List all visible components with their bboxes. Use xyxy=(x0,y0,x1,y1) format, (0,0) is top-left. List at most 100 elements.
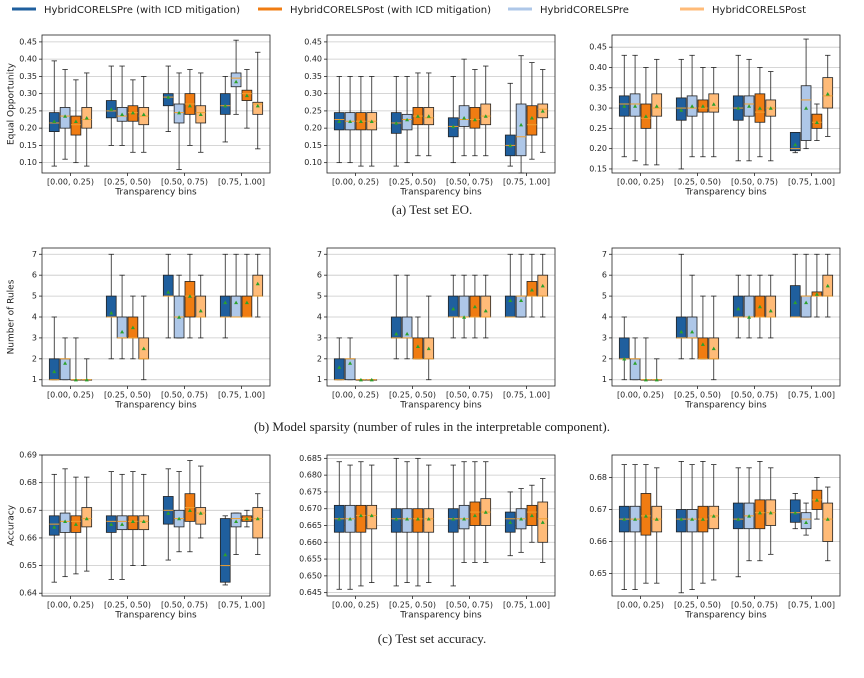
axes-frame xyxy=(326,454,556,597)
mean-marker xyxy=(223,103,228,108)
box xyxy=(526,105,538,136)
x-tick-label: [0.75, 1.00] xyxy=(788,391,835,400)
mean-marker xyxy=(109,107,114,111)
mean-marker xyxy=(462,116,467,120)
mean-marker xyxy=(679,108,684,112)
mean-marker xyxy=(63,519,68,524)
mean-marker xyxy=(234,519,239,524)
mean-marker xyxy=(120,112,125,117)
y-tick-label: 0.30 xyxy=(589,104,607,113)
box xyxy=(743,295,755,318)
y-axis-label: Number of Rules xyxy=(7,279,17,354)
y-tick-label: 0.20 xyxy=(19,124,37,133)
box xyxy=(230,295,242,318)
y-axis-label: Accuracy xyxy=(7,504,17,546)
mean-marker xyxy=(472,304,477,309)
x-tick-label: [0.25, 0.50) xyxy=(389,391,436,400)
mean-marker xyxy=(223,300,228,305)
mean-marker xyxy=(348,119,353,123)
y-tick-label: 0.66 xyxy=(19,533,37,542)
x-axis-label: Transparency bins xyxy=(114,188,197,198)
mean-marker xyxy=(109,311,114,315)
box xyxy=(48,358,60,381)
box xyxy=(219,295,231,318)
y-tick-label: 4 xyxy=(317,313,322,322)
y-tick-label: 0.69 xyxy=(19,451,37,460)
box xyxy=(219,518,231,583)
mean-marker xyxy=(187,294,192,298)
mean-marker xyxy=(519,516,524,521)
mean-marker xyxy=(426,346,431,351)
box xyxy=(412,337,424,360)
mean-marker xyxy=(130,519,135,524)
mean-marker xyxy=(141,346,146,351)
y-tick-label: 0.35 xyxy=(304,72,322,81)
x-axis-label: Transparency bins xyxy=(399,188,482,198)
mean-marker xyxy=(462,315,467,319)
mean-marker xyxy=(736,106,741,110)
mean-marker xyxy=(120,329,125,334)
box xyxy=(732,295,744,318)
box xyxy=(686,316,698,339)
y-tick-label: 7 xyxy=(602,250,607,259)
x-axis-label: Transparency bins xyxy=(684,188,767,198)
legend-label: HybridCORELSPost (with ICD mitigation) xyxy=(290,5,491,16)
box xyxy=(241,295,253,318)
y-tick-label: 3 xyxy=(317,333,322,342)
mean-marker xyxy=(529,288,534,292)
axes-frame xyxy=(611,454,841,597)
mean-marker xyxy=(793,142,798,147)
mean-marker xyxy=(690,517,695,521)
x-tick-label: [0.50, 0.75) xyxy=(731,391,778,400)
mean-marker xyxy=(472,117,477,122)
y-tick-label: 0.30 xyxy=(304,89,322,98)
x-tick-label: [0.50, 0.75) xyxy=(731,178,778,187)
mean-marker xyxy=(711,514,716,518)
y-tick-label: 1 xyxy=(317,375,322,384)
y-tick-label: 0.40 xyxy=(589,63,607,72)
box xyxy=(789,132,801,152)
box xyxy=(195,295,207,318)
y-tick-label: 6 xyxy=(602,271,607,280)
box xyxy=(675,316,687,339)
x-tick-label: [0.25, 0.50) xyxy=(104,601,151,610)
mean-marker xyxy=(804,300,809,305)
y-tick-label: 0.685 xyxy=(299,454,322,463)
mean-marker xyxy=(358,513,363,518)
mean-marker xyxy=(234,300,239,305)
mean-marker xyxy=(73,119,78,123)
mean-marker xyxy=(166,95,171,99)
mean-marker xyxy=(394,121,399,125)
mean-marker xyxy=(451,124,456,129)
mean-marker xyxy=(622,357,627,361)
x-tick-label: [0.25, 0.50) xyxy=(674,601,721,610)
y-tick-label: 2 xyxy=(317,354,322,363)
mean-marker xyxy=(768,308,773,313)
y-tick-label: 0.40 xyxy=(19,55,37,64)
mean-marker xyxy=(793,300,798,305)
x-axis-label: Transparency bins xyxy=(399,611,482,621)
mean-marker xyxy=(130,110,135,115)
y-tick-label: 0.67 xyxy=(19,506,37,515)
axes-frame xyxy=(41,454,271,597)
legend-label: HybridCORELSPre xyxy=(540,5,629,16)
mean-marker xyxy=(198,511,203,515)
mean-marker xyxy=(643,114,648,118)
mean-marker xyxy=(187,508,192,512)
mean-marker xyxy=(337,119,342,123)
box xyxy=(732,502,744,530)
box xyxy=(697,337,709,360)
mean-marker xyxy=(736,517,741,521)
box xyxy=(252,507,264,539)
mean-marker xyxy=(736,306,741,311)
y-tick-label: 0.65 xyxy=(19,561,37,570)
mean-marker xyxy=(255,281,260,286)
y-tick-label: 0.25 xyxy=(589,124,607,133)
y-tick-label: 3 xyxy=(32,333,37,342)
axes-frame xyxy=(326,247,556,387)
mean-marker xyxy=(141,112,146,117)
mean-marker xyxy=(415,344,420,348)
box xyxy=(116,316,128,339)
mean-marker xyxy=(529,513,534,518)
x-tick-label: [0.75, 1.00] xyxy=(218,391,265,400)
